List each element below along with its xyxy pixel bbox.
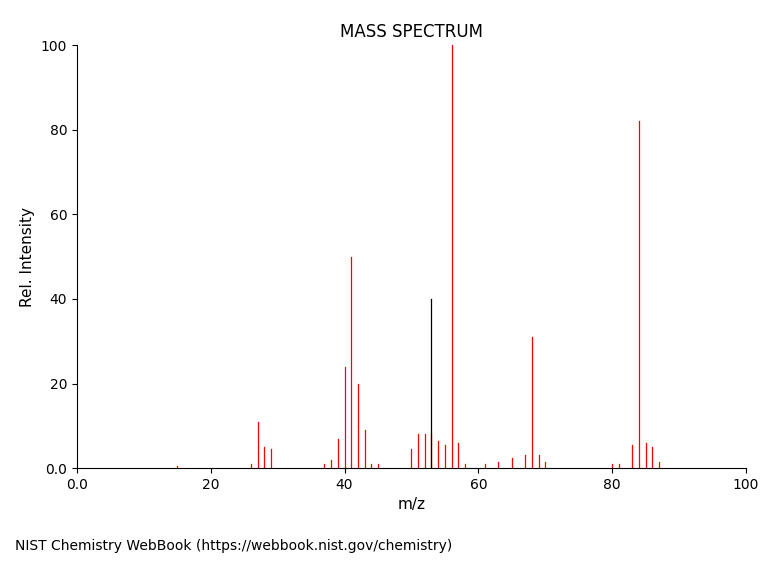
Text: NIST Chemistry WebBook (https://webbook.nist.gov/chemistry): NIST Chemistry WebBook (https://webbook.… [15, 539, 453, 553]
Y-axis label: Rel. Intensity: Rel. Intensity [20, 206, 35, 307]
Title: MASS SPECTRUM: MASS SPECTRUM [340, 23, 483, 41]
X-axis label: m/z: m/z [398, 497, 425, 513]
